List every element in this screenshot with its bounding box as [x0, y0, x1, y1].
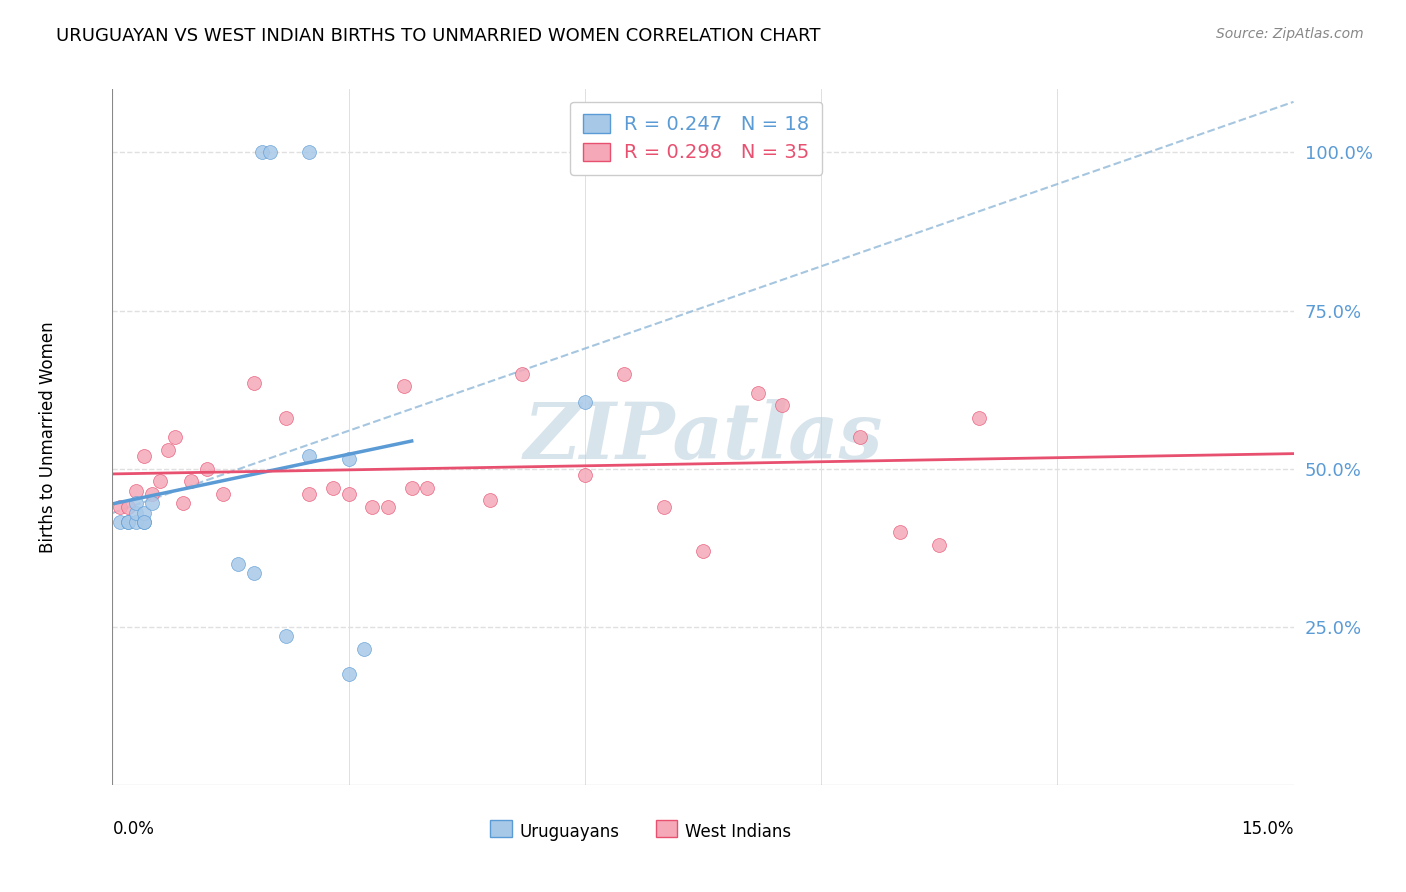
Point [125, 516, 148, 530]
Point [652, 500, 675, 514]
Point [110, 516, 132, 530]
Point [165, 430, 187, 444]
Point [353, 642, 375, 657]
Point [125, 496, 148, 510]
Point [250, 145, 273, 160]
Point [377, 500, 399, 514]
Point [613, 367, 636, 381]
Point [747, 385, 769, 400]
Point [141, 496, 163, 510]
Legend: R = 0.247   N = 18, R = 0.298   N = 35: R = 0.247 N = 18, R = 0.298 N = 35 [571, 102, 823, 175]
Point [117, 516, 139, 530]
Point [132, 506, 155, 520]
Text: ZIPatlas: ZIPatlas [523, 399, 883, 475]
Point [849, 430, 872, 444]
Point [117, 500, 139, 514]
Point [211, 487, 233, 501]
Point [574, 395, 596, 409]
Point [228, 557, 250, 571]
Point [243, 376, 266, 391]
Point [172, 496, 194, 510]
Point [928, 538, 950, 552]
Point [125, 506, 148, 520]
Point [132, 516, 155, 530]
Point [110, 500, 132, 514]
Point [479, 493, 502, 508]
Point [195, 461, 218, 475]
Point [132, 516, 155, 530]
Point [967, 411, 990, 425]
Point [274, 411, 297, 425]
Point [132, 449, 155, 463]
Point [117, 516, 139, 530]
Point [298, 487, 321, 501]
Point [298, 449, 321, 463]
Point [180, 475, 202, 489]
Text: Uruguayans: Uruguayans [520, 822, 620, 840]
Text: 0.0%: 0.0% [112, 820, 155, 838]
Text: URUGUAYAN VS WEST INDIAN BIRTHS TO UNMARRIED WOMEN CORRELATION CHART: URUGUAYAN VS WEST INDIAN BIRTHS TO UNMAR… [56, 27, 821, 45]
Point [243, 566, 266, 580]
Point [889, 524, 911, 539]
FancyBboxPatch shape [655, 820, 678, 837]
Point [401, 481, 423, 495]
Point [337, 667, 360, 681]
Point [510, 367, 533, 381]
Point [337, 487, 360, 501]
Point [156, 442, 179, 457]
Point [416, 481, 439, 495]
Point [337, 452, 360, 467]
Text: Births to Unmarried Women: Births to Unmarried Women [38, 321, 56, 553]
Point [392, 379, 415, 393]
Text: Source: ZipAtlas.com: Source: ZipAtlas.com [1216, 27, 1364, 41]
Point [149, 475, 172, 489]
FancyBboxPatch shape [491, 820, 512, 837]
Point [125, 483, 148, 498]
Point [574, 468, 596, 483]
Point [298, 145, 321, 160]
Point [259, 145, 281, 160]
Point [322, 481, 344, 495]
Point [361, 500, 384, 514]
Point [141, 487, 163, 501]
Point [274, 629, 297, 643]
Text: West Indians: West Indians [685, 822, 792, 840]
Text: 15.0%: 15.0% [1241, 820, 1294, 838]
Point [692, 544, 714, 558]
Point [770, 399, 793, 413]
